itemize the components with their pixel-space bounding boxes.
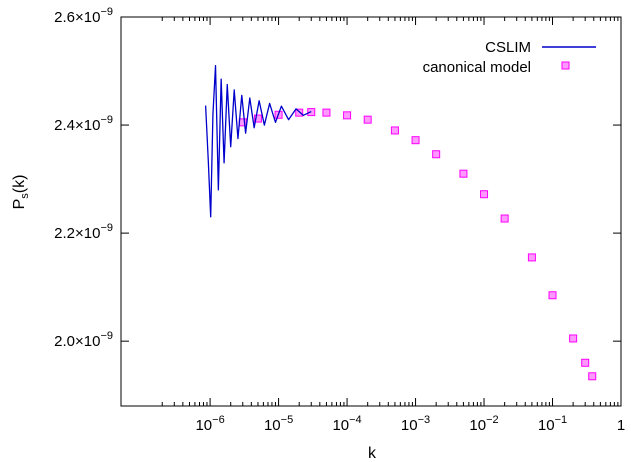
y-tick-label-mantissa: 2.2×10 [54, 225, 100, 242]
y-tick-label-mantissa: 2.4×10 [54, 117, 100, 134]
y-tick-label-mantissa: 2.0×10 [54, 333, 100, 350]
x-tick-label: 10−1 [538, 414, 567, 434]
canonical-model-point [390, 126, 399, 135]
canonical-model-point [363, 115, 372, 124]
y-tick-label: 2.2×10−9 [54, 222, 113, 242]
y-tick-label: 2.0×10−9 [54, 330, 113, 350]
legend-swatch-canonical-model [561, 61, 570, 70]
x-tick-label-exponent: −5 [281, 414, 294, 426]
y-tick-label: 2.4×10−9 [54, 114, 113, 134]
x-tick-label-base: 10 [469, 417, 486, 434]
y-tick-label-exponent: −9 [100, 330, 113, 342]
x-tick-label-exponent: −3 [418, 414, 431, 426]
legend: CSLIM canonical model [423, 39, 596, 76]
series-cslim-line [204, 64, 312, 218]
x-tick-label-base: 10 [332, 417, 349, 434]
x-tick-label: 10−5 [264, 414, 293, 434]
y-axis-label: Ps(k) [11, 175, 31, 210]
canonical-model-point [343, 111, 352, 120]
plot-area-border [120, 16, 622, 407]
y-tick-label-exponent: −9 [100, 114, 113, 126]
x-tick-label: 10−6 [195, 414, 224, 434]
y-tick-label-exponent: −9 [100, 222, 113, 234]
y-tick-label-mantissa: 2.6×10 [54, 9, 100, 26]
x-tick-label-exponent: −1 [555, 414, 568, 426]
y-axis-label-suffix: (k) [11, 175, 28, 194]
x-tick-label: 1 [617, 417, 625, 434]
legend-label-canonical-model: canonical model [423, 59, 531, 76]
x-tick-label-base: 1 [617, 417, 625, 434]
x-tick-label: 10−4 [332, 414, 361, 434]
x-tick-label-exponent: −2 [486, 414, 499, 426]
y-tick-label: 2.6×10−9 [54, 6, 113, 26]
canonical-model-point [411, 136, 420, 145]
plot-frame [120, 16, 622, 407]
canonical-model-point [548, 291, 557, 300]
plot-series [204, 64, 597, 381]
x-tick-label-base: 10 [195, 417, 212, 434]
canonical-model-point [581, 358, 590, 367]
y-axis-label-subscript: s [19, 193, 31, 199]
x-axis-label: k [368, 445, 377, 462]
x-tick-label-base: 10 [401, 417, 418, 434]
y-tick-label-exponent: −9 [100, 6, 113, 18]
canonical-model-point [480, 190, 489, 199]
canonical-model-point [432, 150, 441, 159]
canonical-model-point [459, 169, 468, 178]
series-canonical-model [238, 108, 597, 381]
canonical-model-point [322, 108, 331, 117]
x-tick-label-base: 10 [538, 417, 555, 434]
x-tick-label-exponent: −4 [349, 414, 362, 426]
axis-ticks: 10−6 10−5 10−4 10−3 10−2 10−1 12.0×10−92.2×10−… [54, 6, 625, 434]
x-tick-label-base: 10 [264, 417, 281, 434]
canonical-model-point [569, 334, 578, 343]
canonical-model-point [527, 253, 536, 262]
canonical-model-point [588, 372, 597, 381]
y-axis-label-main: P [11, 199, 28, 210]
canonical-model-point [253, 114, 262, 123]
x-tick-label-exponent: −6 [212, 414, 225, 426]
canonical-model-point [295, 108, 304, 117]
x-tick-label: 10−3 [401, 414, 430, 434]
legend-label-cslim: CSLIM [485, 39, 531, 56]
canonical-model-point [500, 214, 509, 223]
x-tick-label: 10−2 [469, 414, 498, 434]
